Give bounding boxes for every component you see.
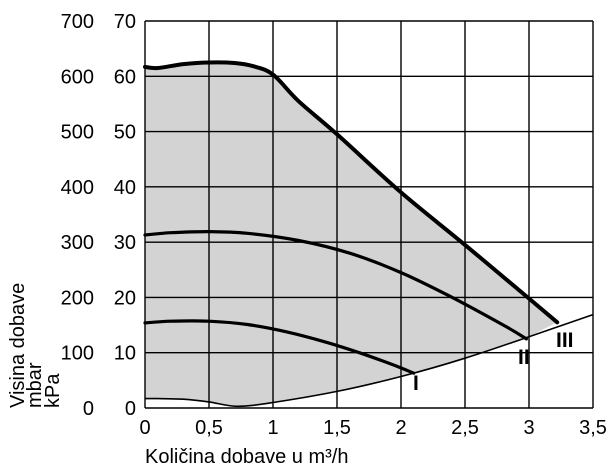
y-tick-label-kpa: 60 <box>114 66 136 88</box>
lower-boundary-line <box>144 313 594 408</box>
y-tick-label-mbar: 300 <box>61 232 94 254</box>
y-tick-label-kpa: 10 <box>114 343 136 365</box>
tick-labels: 0 0,5 1 1,5 2 2,5 3 3,5 0 100 200 300 400 500 600 700 0 1… <box>61 11 607 439</box>
y-axis-title-kpa: kPa <box>42 373 64 408</box>
curve-label-III: III <box>556 329 574 352</box>
x-tick-label: 2,5 <box>451 417 479 439</box>
y-tick-label-kpa: 40 <box>114 177 136 199</box>
y-tick-label-mbar: 700 <box>61 11 94 33</box>
curve-label-I: I <box>413 372 419 395</box>
y-tick-label-mbar: 0 <box>83 398 94 420</box>
y-tick-label-mbar: 100 <box>61 343 94 365</box>
lower-boundary <box>144 313 594 408</box>
series-lines <box>143 60 560 375</box>
y-tick-label-mbar: 600 <box>61 66 94 88</box>
y-tick-label-mbar: 400 <box>61 177 94 199</box>
y-tick-label-kpa: 0 <box>125 398 136 420</box>
y-axis-title-line1: Visina dobave <box>7 283 29 408</box>
x-tick-label: 3,5 <box>579 417 607 439</box>
y-tick-label-kpa: 50 <box>114 122 136 144</box>
y-tick-label-mbar: 200 <box>61 287 94 309</box>
series-line-III <box>143 60 560 325</box>
series-line-II <box>143 229 528 341</box>
series-line-I <box>143 319 416 375</box>
curve-label-II: II <box>518 346 530 369</box>
y-tick-label-mbar: 500 <box>61 122 94 144</box>
grid <box>144 20 594 409</box>
x-tick-label: 1 <box>267 417 278 439</box>
x-tick-label: 0 <box>139 417 150 439</box>
y-tick-label-kpa: 30 <box>114 232 136 254</box>
y-tick-label-kpa: 20 <box>114 287 136 309</box>
x-tick-label: 1,5 <box>323 417 351 439</box>
x-tick-label: 0,5 <box>195 417 223 439</box>
x-tick-label: 2 <box>395 417 406 439</box>
x-tick-label: 3 <box>523 417 534 439</box>
operating-area-fill <box>145 62 558 407</box>
y-axis-title-line2: mbar <box>24 362 46 408</box>
operating-area <box>145 62 558 407</box>
x-axis-title: Količina dobave u m³/h <box>145 446 348 468</box>
y-tick-label-kpa: 70 <box>114 11 136 33</box>
